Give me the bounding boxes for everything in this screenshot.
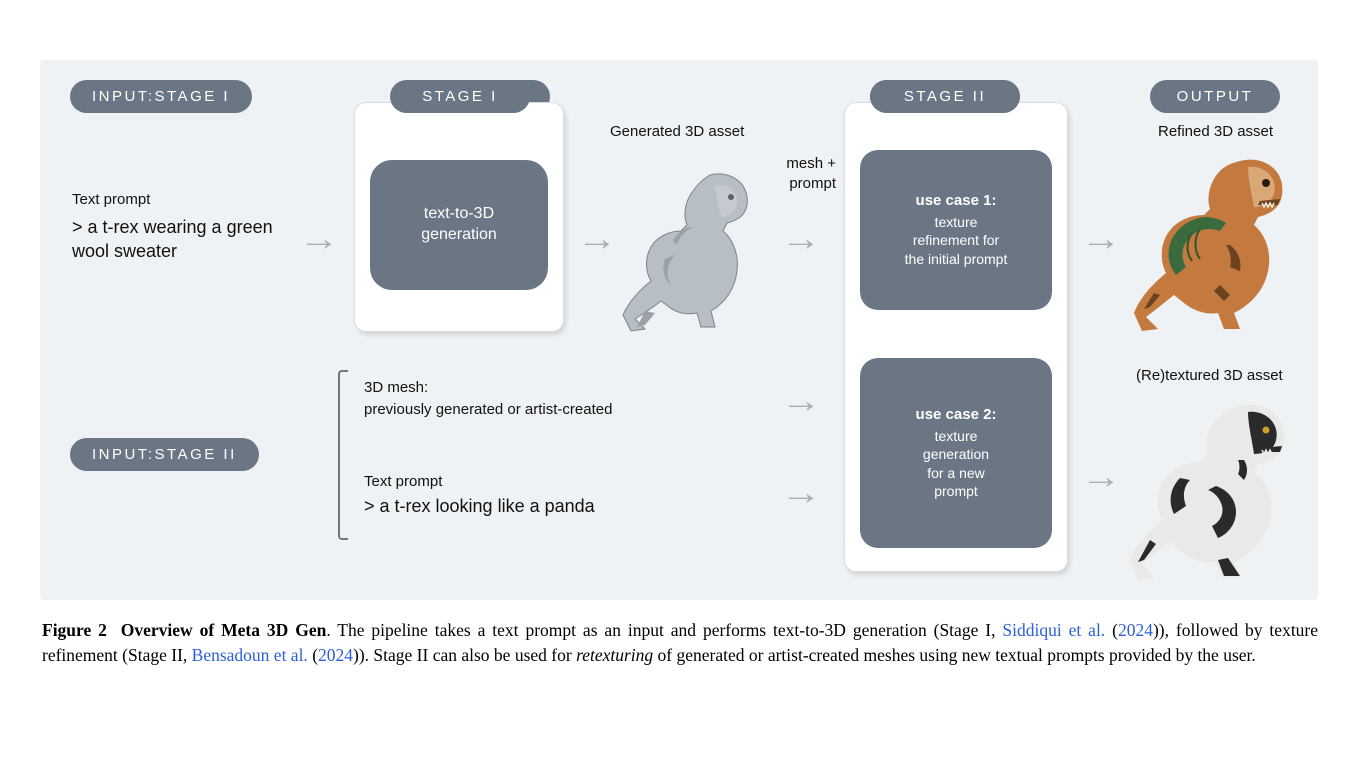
- label-mesh: mesh +: [776, 154, 836, 174]
- s2b2-l2: generation: [923, 445, 989, 463]
- cap-ref1b: 2024: [1118, 620, 1153, 640]
- figure-panel: INPUT:STAGE I STAGE I STAGE II OUTPUT Te…: [40, 60, 1318, 600]
- label-3dmesh2: previously generated or artist-created: [364, 400, 612, 420]
- cap-ref2b: 2024: [318, 645, 353, 665]
- prompt-1: > a t-rex wearing a green wool sweater: [72, 215, 292, 264]
- cap-em: retexturing: [576, 645, 653, 665]
- stage2-box2: use case 2: texture generation for a new…: [860, 358, 1052, 548]
- s2b1-l1: texture: [935, 213, 978, 231]
- stage1-inner: text-to-3D generation: [370, 160, 548, 290]
- cap-ref1a: Siddiqui et al.: [1002, 620, 1105, 640]
- arrow-generated-to-stage2: →: [781, 222, 822, 256]
- arrow-stage2-to-output1: →: [1081, 222, 1122, 256]
- cap-fignum: Figure 2: [42, 620, 107, 640]
- cap-b3: ). Stage II can also be used for: [359, 645, 576, 665]
- s2b2-l4: prompt: [934, 482, 978, 500]
- pill-stage1-overlay: STAGE I: [390, 80, 530, 113]
- bracket-stage2-inputs: [338, 370, 348, 540]
- s2b1-l3: the initial prompt: [905, 250, 1008, 268]
- pill-stage2-overlay: STAGE II: [870, 80, 1020, 113]
- label-text-prompt2: Text prompt: [364, 472, 442, 492]
- arrow-stage1-to-generated: →: [577, 222, 618, 256]
- dino-green-sweater: [1130, 145, 1295, 335]
- s2b2-l3: for a new: [927, 464, 985, 482]
- stage2-box2-title: use case 2:: [916, 406, 997, 423]
- stage1-line1: text-to-3D: [424, 205, 494, 222]
- cap-b4: of generated or artist-created meshes us…: [653, 645, 1256, 665]
- stage2-box1-title: use case 1:: [916, 192, 997, 209]
- figure-caption: Figure 2 Overview of Meta 3D Gen. The pi…: [42, 618, 1318, 669]
- prompt-2: > a t-rex looking like a panda: [364, 494, 724, 518]
- pill-input-stage1: INPUT:STAGE I: [70, 80, 252, 113]
- cap-b1: . The pipeline takes a text prompt as an…: [326, 620, 1002, 640]
- dino-gray: [615, 155, 765, 340]
- arrow-input-to-stage1: →: [299, 222, 340, 256]
- arrow-mesh-to-stage2: →: [781, 384, 822, 418]
- s2b2-l1: texture: [935, 427, 978, 445]
- label-refined: Refined 3D asset: [1158, 122, 1273, 142]
- cap-ref2a: Bensadoun et al.: [192, 645, 308, 665]
- label-mesh2: prompt: [776, 174, 836, 194]
- pill-output: OUTPUT: [1150, 80, 1280, 113]
- stage1-line2: generation: [421, 226, 497, 243]
- label-text-prompt: Text prompt: [72, 190, 150, 210]
- s2b1-l2: refinement for: [913, 231, 999, 249]
- arrow-stage2-to-output2: →: [1081, 460, 1122, 494]
- pill-input-stage2: INPUT:STAGE II: [70, 438, 259, 471]
- label-3dmesh1: 3D mesh:: [364, 378, 428, 398]
- cap-title: Overview of Meta 3D Gen: [121, 620, 327, 640]
- arrow-prompt2-to-stage2: →: [781, 476, 822, 510]
- label-generated: Generated 3D asset: [610, 122, 744, 142]
- label-retextured: (Re)textured 3D asset: [1136, 366, 1283, 386]
- stage2-box1: use case 1: texture refinement for the i…: [860, 150, 1052, 310]
- dino-panda: [1128, 390, 1298, 585]
